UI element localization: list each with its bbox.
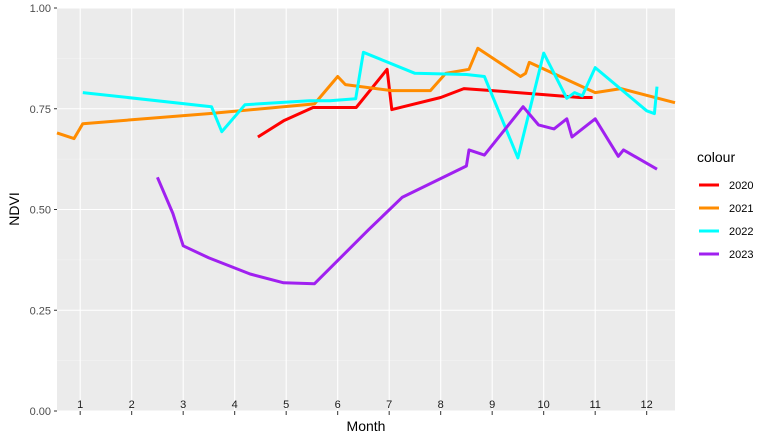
series-line-2020 (257, 67, 593, 139)
month-label: 9 (489, 399, 495, 411)
month-label: 3 (180, 399, 186, 411)
grid-major (57, 7, 675, 412)
month-label: 10 (538, 399, 550, 411)
month-label: 11 (589, 399, 600, 411)
legend-label-2020: 2020 (729, 180, 753, 192)
y-tick-label: 0.00 (30, 406, 51, 418)
series-line-2023 (156, 105, 658, 286)
month-label: 8 (438, 399, 444, 411)
y-tick-label: 0.25 (30, 305, 51, 317)
month-label: 4 (232, 399, 238, 411)
series-line-2022 (82, 50, 659, 160)
month-label: 6 (335, 399, 341, 411)
y-axis: 0.00 0.25 0.50 0.75 1.00 (30, 3, 57, 418)
month-label: 1 (77, 399, 83, 411)
grid-minor (57, 58, 675, 361)
y-tick-label: 1.00 (30, 3, 51, 15)
x-axis-title: Month (347, 418, 386, 434)
legend-label-2021: 2021 (729, 203, 753, 215)
month-labels: 1 2 3 4 5 6 7 8 9 10 11 12 (77, 399, 653, 411)
legend-label-2023: 2023 (729, 249, 753, 261)
y-tick-label: 0.75 (30, 104, 51, 116)
legend-title: colour (697, 149, 735, 165)
y-axis-title: NDVI (6, 192, 22, 225)
series-lines (56, 46, 676, 286)
legend-items: 2020 2021 2022 2023 (699, 180, 753, 261)
y-tick-label: 0.50 (30, 205, 51, 217)
month-label: 2 (129, 399, 135, 411)
legend: colour 2020 2021 2022 2023 (697, 149, 753, 261)
x-axis (79, 411, 648, 415)
month-label: 7 (386, 399, 392, 411)
month-label: 5 (283, 399, 289, 411)
month-label: 12 (641, 399, 653, 411)
legend-label-2022: 2022 (729, 226, 753, 238)
